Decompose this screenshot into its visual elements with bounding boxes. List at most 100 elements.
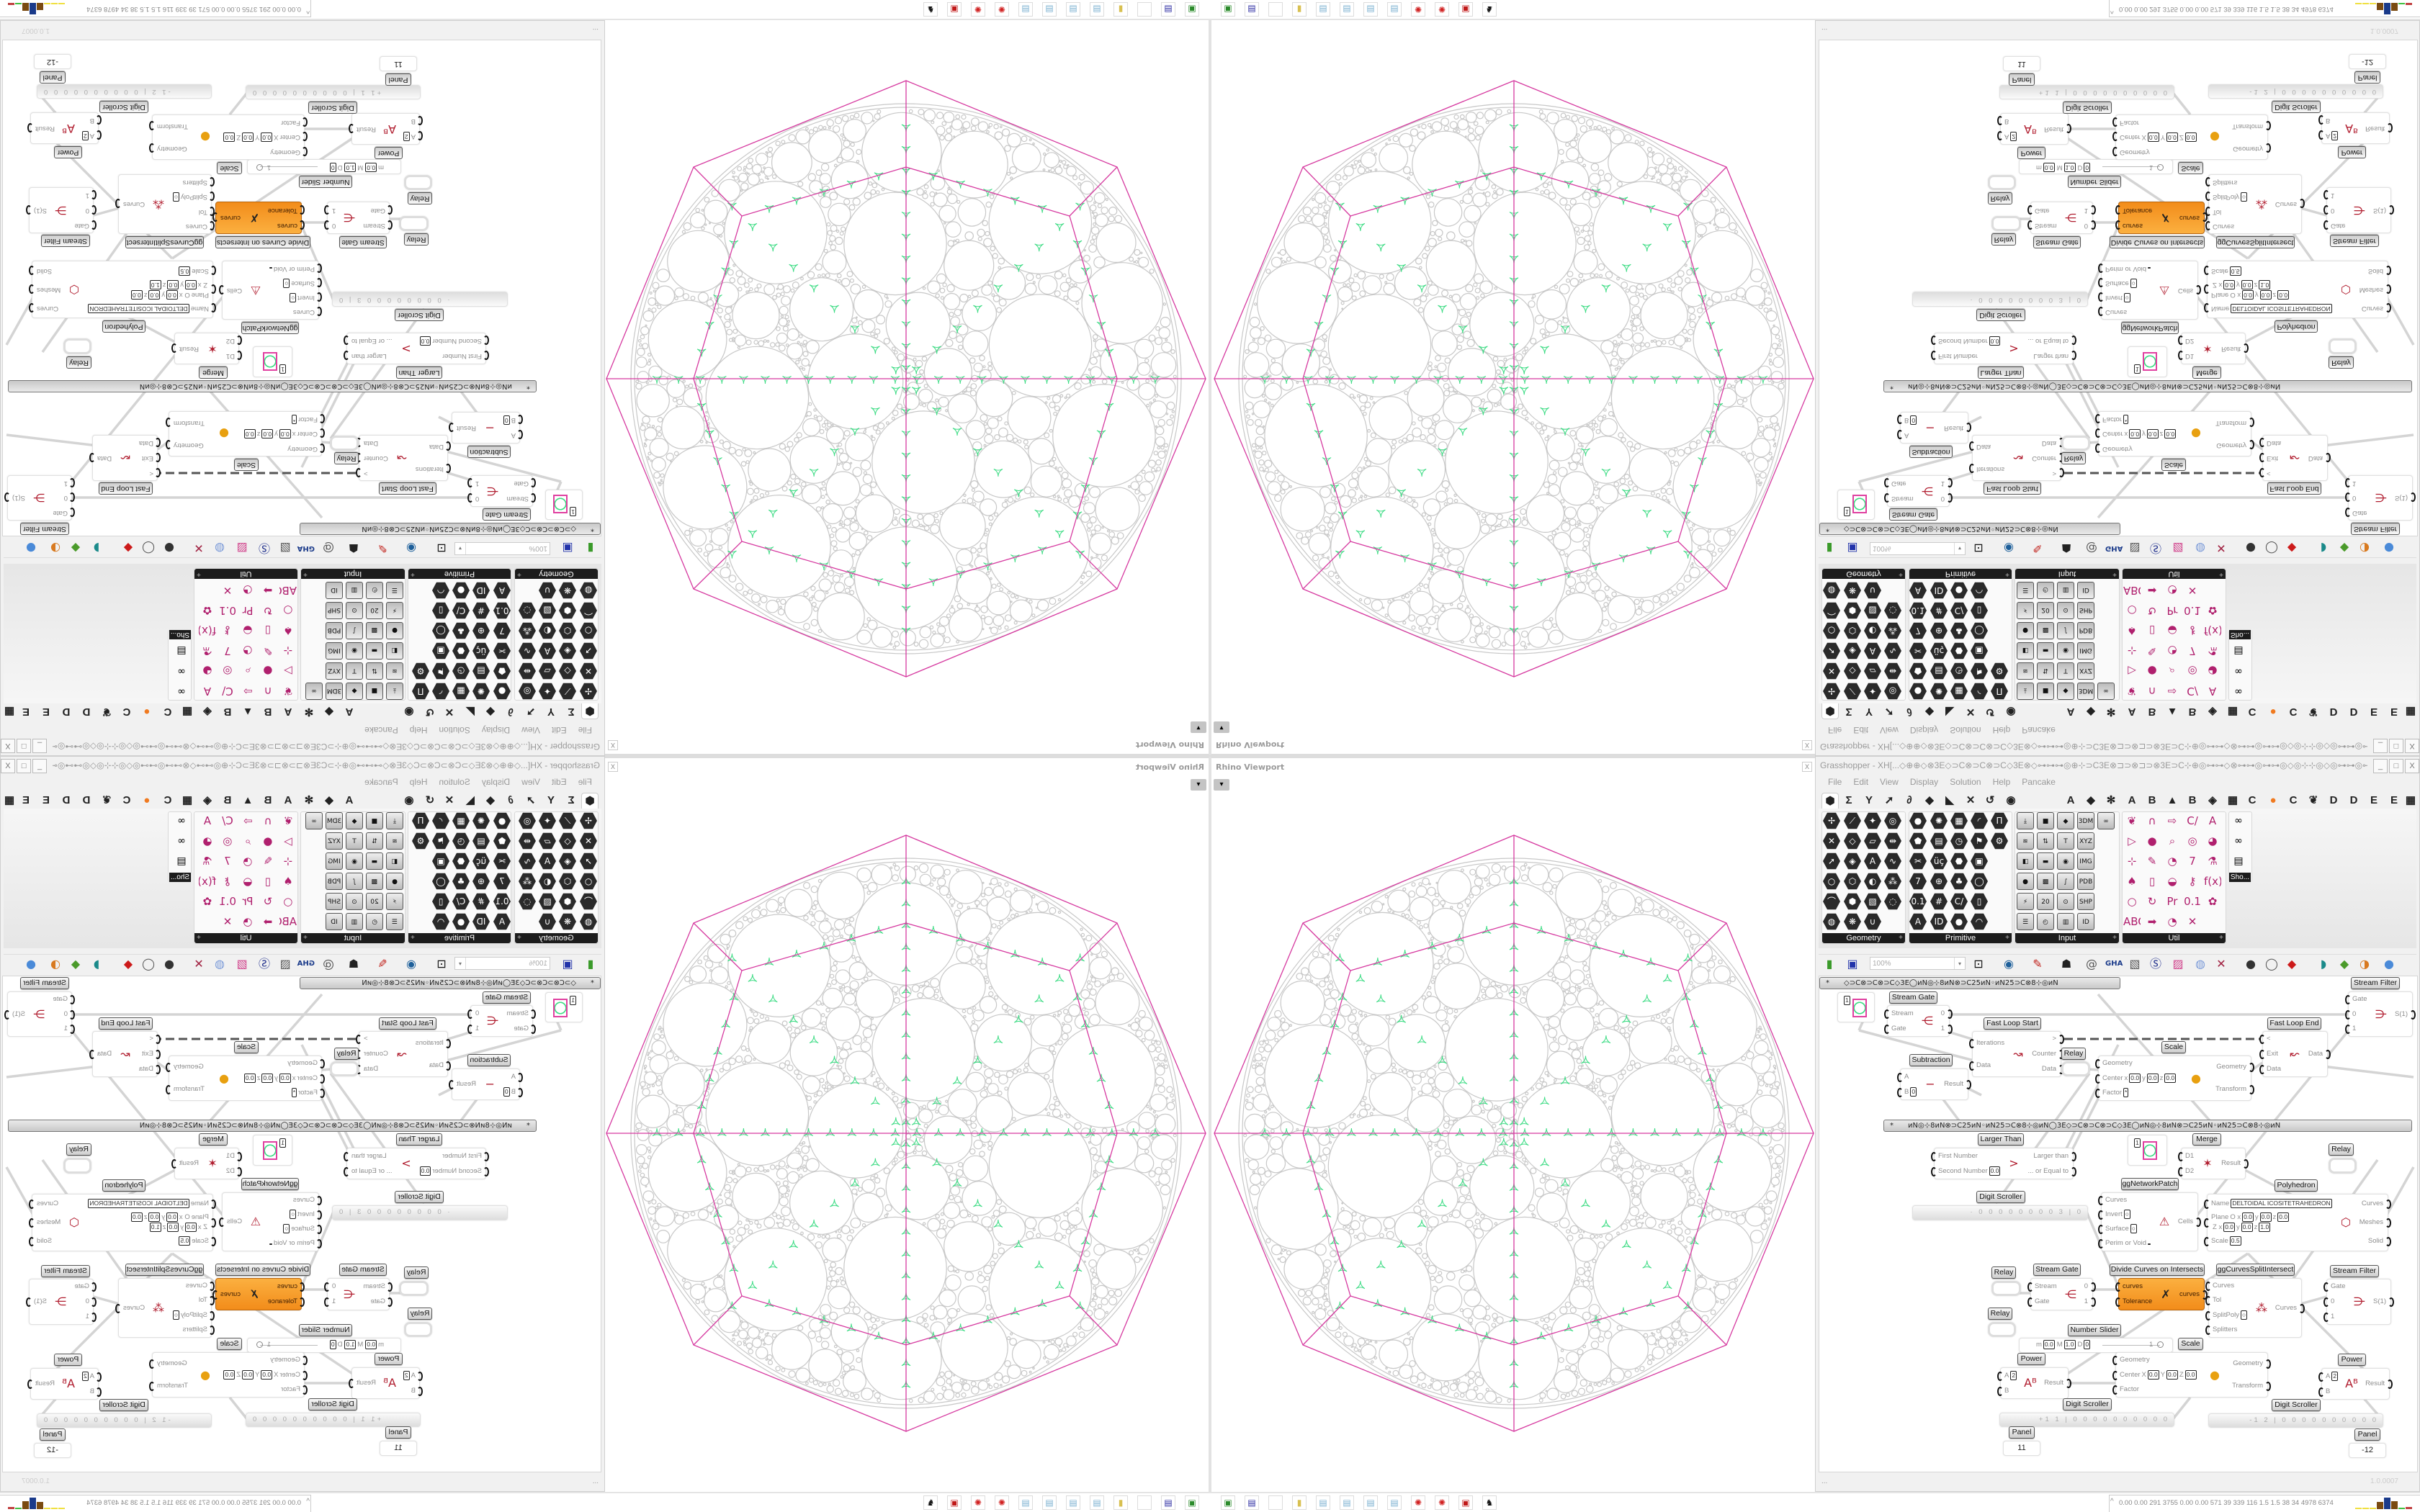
- menu-view[interactable]: View: [1880, 777, 1899, 787]
- group-header[interactable]: *ᴎN◎⊹8ᴎN⊗⊃C25ᴎN◦ᴎN25⊃C⊗8⊹◎ᴎN◯3E◇⊃C⊗⊃C⊗⊃C…: [1883, 1120, 2412, 1132]
- input-value[interactable]: y: [161, 1213, 166, 1221]
- larger-than-title[interactable]: Larger Than: [396, 1133, 442, 1146]
- fast-loop-start-node[interactable]: Iterations Data > Counter Data ↝: [1969, 1031, 2064, 1077]
- input-value[interactable]: 0.0: [2223, 1223, 2236, 1232]
- input-port[interactable]: [91, 1297, 97, 1307]
- input-port[interactable]: [2204, 1218, 2210, 1228]
- plugin-e-tab[interactable]: E: [2370, 794, 2378, 806]
- scroller-digits[interactable]: -1 2 | 0 0 0 0 0 0 0 0 0 0: [2249, 1416, 2378, 1424]
- stream-filter-node[interactable]: Gate 0 1 S(1) ⋺: [2323, 187, 2394, 233]
- pdb-icon[interactable]: PDB: [2077, 873, 2094, 890]
- relay-node[interactable]: [1991, 1281, 2021, 1296]
- output-port[interactable]: [2265, 143, 2271, 153]
- curve-tab-icon[interactable]: ∂: [1906, 794, 1912, 806]
- panel-text[interactable]: 11: [2017, 60, 2026, 68]
- swirl-icon[interactable]: ◌: [1884, 893, 1901, 910]
- scroller-digits[interactable]: · 0 0 0 0 0 0 0 0 3 | 0: [1970, 1208, 2083, 1216]
- import-icon[interactable]: ⤓: [2017, 812, 2034, 829]
- stream-filter-node[interactable]: Gate 0 1 S(1) ⋺: [2323, 1279, 2394, 1325]
- grid-tab-icon[interactable]: ▦: [2227, 794, 2238, 806]
- input-value[interactable]: 0.5: [2229, 1236, 2241, 1246]
- viewport-geometry[interactable]: [605, 758, 1209, 1492]
- digit-scroller-title[interactable]: Digit Scroller: [2063, 102, 2112, 114]
- output-port[interactable]: [2058, 1035, 2064, 1045]
- input-value[interactable]: *: [2123, 1087, 2129, 1097]
- input-value[interactable]: 0.0: [2164, 1073, 2177, 1083]
- input-value[interactable]: z: [2254, 281, 2258, 289]
- relay-node[interactable]: [399, 1281, 429, 1296]
- input-value[interactable]: z: [2159, 430, 2164, 438]
- output-port[interactable]: [27, 1380, 33, 1389]
- folder-icon[interactable]: ▮: [1292, 2, 1307, 17]
- fast-loop-start-title[interactable]: Fast Loop Start: [1984, 482, 2041, 495]
- output-port[interactable]: [2388, 205, 2394, 215]
- digit-scroller-title[interactable]: Digit Scroller: [2272, 1399, 2321, 1411]
- input-port[interactable]: [316, 1239, 322, 1248]
- rgb-icon[interactable]: ▥: [2057, 913, 2074, 930]
- input-value[interactable]: [2148, 1243, 2151, 1245]
- relay-title[interactable]: Relay: [1988, 1308, 2012, 1320]
- relay-title[interactable]: Relay: [2329, 1143, 2354, 1156]
- output-port[interactable]: [29, 1200, 35, 1209]
- arc-icon[interactable]: ⌒: [1823, 893, 1840, 910]
- subtraction-title[interactable]: Subtraction: [1909, 1054, 1953, 1066]
- input-value[interactable]: y: [180, 1223, 184, 1231]
- twist-icon[interactable]: ✕: [2216, 957, 2226, 971]
- input-port[interactable]: [236, 1151, 242, 1161]
- sketch-icon[interactable]: ✎: [2033, 957, 2043, 971]
- output-port[interactable]: [2202, 1290, 2208, 1300]
- output-port[interactable]: [2243, 1159, 2249, 1169]
- output-port[interactable]: [1947, 1024, 1953, 1034]
- circle-param-icon[interactable]: ◯: [1971, 873, 1988, 890]
- relay-title[interactable]: Relay: [2061, 1048, 2086, 1060]
- input-value[interactable]: 0.5: [2229, 266, 2241, 276]
- input-value[interactable]: Z x: [2213, 281, 2223, 289]
- xyz-icon[interactable]: XYZ: [2077, 832, 2094, 850]
- record-icon[interactable]: ●: [2147, 834, 2157, 847]
- digit-scroller-node[interactable]: +1 1 | 0 0 0 0 0 0 0 0 0 0: [1999, 85, 2174, 99]
- input-value[interactable]: 2: [2331, 1371, 2339, 1381]
- premiere-icon[interactable]: Pr: [2166, 895, 2178, 908]
- larger-than-title[interactable]: Larger Than: [1978, 1133, 2024, 1146]
- output-port[interactable]: [26, 1297, 32, 1307]
- output-port[interactable]: [2265, 1381, 2271, 1391]
- group-header[interactable]: *◇⊃C⊗⊃C⊗⊃C◇3E◯ᴎN◎⊹8ᴎN⊗⊃C25ᴎN◦ᴎN25⊃C⊗8⊹◎ᴎ…: [300, 977, 601, 989]
- reload-icon[interactable]: ↻: [2147, 895, 2157, 908]
- input-port[interactable]: [2115, 1282, 2121, 1292]
- number-util-icon[interactable]: 0.1: [2184, 895, 2201, 908]
- wave-icon[interactable]: ∿: [1884, 852, 1901, 870]
- input-value[interactable]: x: [2124, 430, 2128, 438]
- hash-icon[interactable]: #: [1930, 893, 1948, 910]
- digit-scroller-node[interactable]: · 0 0 0 0 0 0 0 0 3 | 0: [332, 1205, 508, 1220]
- output-port[interactable]: [2090, 1282, 2096, 1292]
- input-value[interactable]: 0.0: [184, 1223, 197, 1232]
- horseshoe-icon[interactable]: ∩: [2148, 814, 2156, 827]
- number-slider-title[interactable]: Number Slider: [2068, 1324, 2121, 1336]
- notepad-icon[interactable]: ▤: [1090, 1495, 1104, 1510]
- stream-gate-node[interactable]: Stream Gate 0 1 ⋲: [2027, 202, 2096, 234]
- import-3dm-icon[interactable]: 3DM: [2077, 812, 2094, 829]
- menu-pancake[interactable]: Pancake: [2022, 777, 2056, 787]
- red-gear-icon[interactable]: ✺: [971, 1495, 985, 1510]
- notepad-icon[interactable]: ▤: [1018, 1495, 1033, 1510]
- input-port[interactable]: [2323, 1282, 2329, 1292]
- input-value[interactable]: 0.0: [2277, 290, 2290, 300]
- abc-icon[interactable]: ABC: [2123, 915, 2141, 928]
- output-port[interactable]: [2410, 1009, 2416, 1020]
- group-header[interactable]: *ᴎN◎⊹8ᴎN⊗⊃C25ᴎN◦ᴎN25⊃C⊗8⊹◎ᴎN◯3E◇⊃C⊗⊃C⊗⊃C…: [8, 1120, 537, 1132]
- polyhedron-title[interactable]: Polyhedron: [102, 1179, 145, 1192]
- input-value[interactable]: 0.0: [2166, 132, 2178, 143]
- input-port[interactable]: [2323, 190, 2329, 200]
- relay-title[interactable]: Relay: [334, 1048, 359, 1060]
- input-value[interactable]: 0.0: [148, 1212, 161, 1222]
- gha-icon[interactable]: GHA: [2105, 960, 2123, 968]
- fast-loop-start-title[interactable]: Fast Loop Start: [1984, 1017, 2041, 1030]
- input-value[interactable]: 0.0: [2259, 1212, 2272, 1222]
- polyhedron-title[interactable]: Polyhedron: [2275, 1179, 2318, 1192]
- floppy-64-icon[interactable]: ▤: [1245, 1495, 1259, 1510]
- input-value[interactable]: Z x: [2213, 1223, 2223, 1231]
